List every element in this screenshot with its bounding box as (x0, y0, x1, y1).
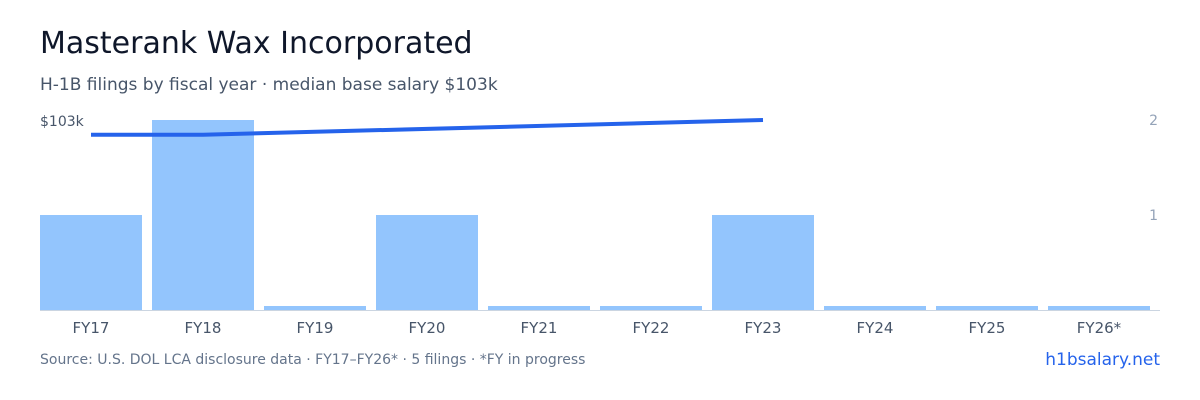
x-tick-label: FY18 (185, 319, 222, 337)
right-tick-label: 1 (1149, 208, 1158, 224)
page-title: Masterank Wax Incorporated (40, 26, 473, 61)
page-subtitle: H-1B filings by fiscal year · median bas… (40, 75, 498, 95)
bar-FY24 (824, 306, 926, 310)
bar-FY22 (600, 306, 702, 310)
bar-FY20 (376, 215, 478, 310)
site-link[interactable]: h1bsalary.net (1045, 350, 1160, 370)
x-tick-label: FY21 (521, 319, 558, 337)
bar-FY21 (488, 306, 590, 310)
x-tick-label: FY25 (969, 319, 1006, 337)
bar-FY23 (712, 215, 814, 310)
left-tick-label: $103k (40, 114, 85, 130)
x-tick-label: FY23 (745, 319, 782, 337)
x-tick-label: FY17 (73, 319, 110, 337)
x-tick-label: FY19 (297, 319, 334, 337)
x-tick-label: FY20 (409, 319, 446, 337)
salary-line (91, 118, 764, 137)
bar-FY26* (1048, 306, 1150, 310)
bar-FY17 (40, 215, 142, 310)
x-tick-label: FY24 (857, 319, 894, 337)
source-note: Source: U.S. DOL LCA disclosure data · F… (40, 352, 586, 368)
x-tick-label: FY26* (1077, 319, 1122, 337)
right-tick-label: 2 (1149, 113, 1158, 129)
x-tick-label: FY22 (633, 319, 670, 337)
bar-FY19 (264, 306, 366, 310)
bar-FY25 (936, 306, 1038, 310)
bar-FY18 (152, 120, 254, 310)
